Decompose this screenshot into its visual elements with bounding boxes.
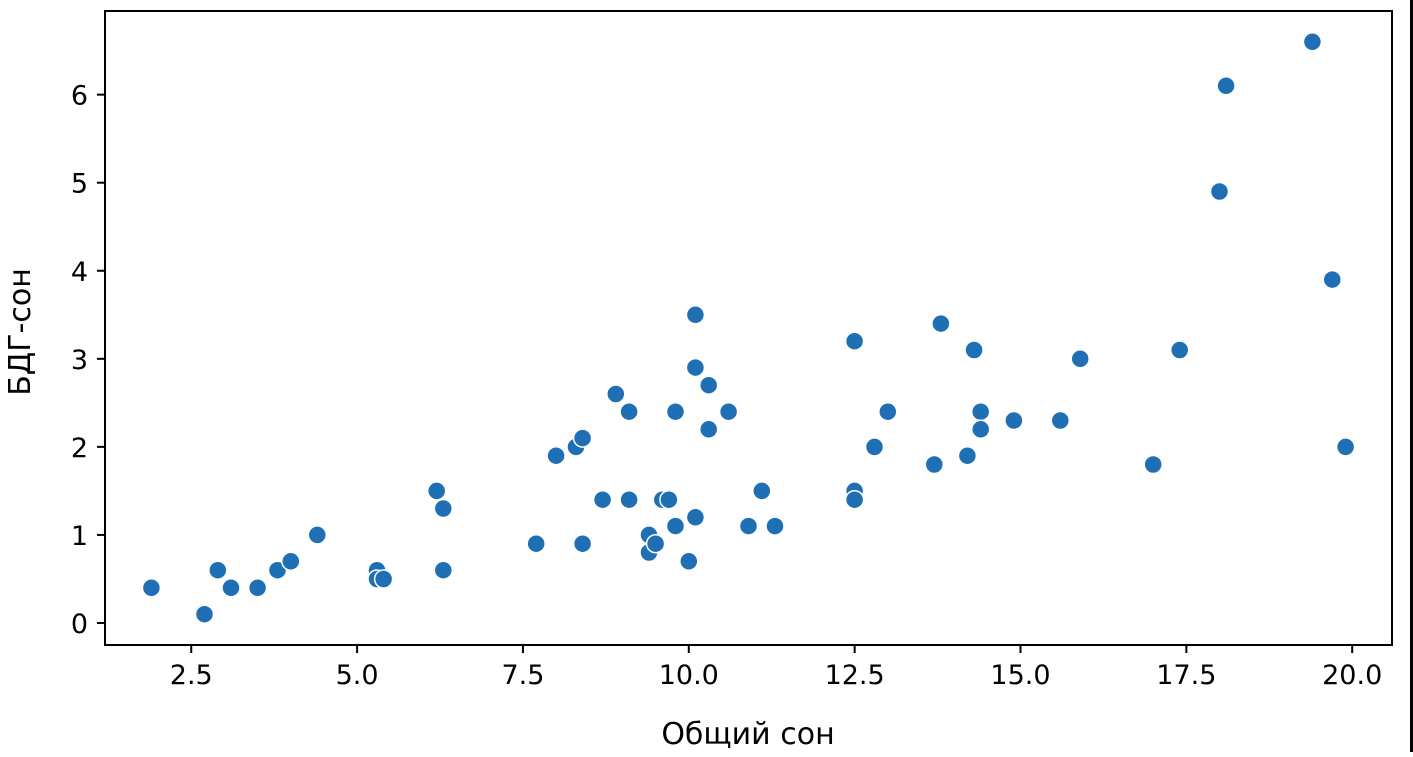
data-point: [281, 551, 301, 572]
data-point: [433, 560, 454, 580]
data-point: [844, 489, 865, 510]
x-tick-label: 17.5: [1156, 660, 1216, 691]
data-point: [572, 533, 593, 554]
data-point: [645, 533, 666, 554]
data-point: [307, 525, 328, 545]
plot-frame: [104, 10, 1393, 646]
points-layer: [141, 32, 1356, 624]
data-point: [665, 516, 686, 536]
data-point: [526, 533, 546, 554]
y-tick-label: 6: [71, 81, 88, 112]
data-point: [964, 340, 984, 360]
data-point: [141, 578, 162, 598]
data-point: [619, 489, 639, 510]
data-point: [844, 331, 865, 351]
data-point: [208, 560, 228, 580]
data-point: [957, 445, 978, 466]
data-point: [665, 401, 686, 422]
data-point: [572, 428, 593, 448]
data-point: [970, 419, 991, 440]
data-point: [698, 419, 719, 440]
data-point: [698, 375, 719, 395]
data-point: [373, 569, 394, 589]
data-point: [970, 401, 991, 422]
data-point: [1335, 437, 1356, 457]
x-tick-label: 20.0: [1322, 660, 1382, 691]
x-axis-ticks: 2.5 5.0 7.5 10.0 12.5 15.0 17.5 20.0: [170, 645, 1382, 691]
x-axis-title: Общий сон: [661, 717, 834, 752]
data-point: [221, 578, 241, 598]
data-point: [878, 401, 898, 422]
y-tick-label: 5: [71, 169, 88, 200]
x-tick-label: 15.0: [990, 660, 1050, 691]
x-tick-label: 10.0: [659, 660, 719, 691]
y-axis-title: БДГ-сон: [3, 268, 38, 396]
data-point: [592, 489, 613, 510]
data-point: [1004, 410, 1024, 431]
data-point: [718, 401, 739, 422]
data-point: [679, 551, 699, 572]
data-point: [267, 560, 288, 580]
data-point: [1322, 269, 1343, 290]
data-point: [619, 401, 639, 422]
x-tick-label: 12.5: [825, 660, 885, 691]
data-point: [659, 489, 679, 510]
data-point: [426, 481, 447, 501]
x-tick-label: 5.0: [336, 660, 379, 691]
y-tick-label: 2: [71, 433, 88, 464]
data-point: [546, 445, 566, 466]
data-point: [194, 604, 215, 624]
data-point: [685, 507, 706, 528]
data-point: [864, 437, 885, 457]
data-point: [1169, 340, 1190, 360]
y-tick-label: 4: [71, 257, 88, 288]
data-point: [247, 578, 268, 598]
data-point: [1070, 349, 1090, 369]
y-axis-ticks: 0 1 2 3 4 5 6: [71, 81, 105, 640]
data-point: [685, 305, 706, 325]
window-edge: [1410, 0, 1413, 752]
data-point: [1050, 410, 1071, 431]
data-point: [1143, 454, 1163, 475]
y-tick-label: 0: [71, 609, 88, 640]
x-tick-label: 7.5: [501, 660, 544, 691]
data-point: [752, 481, 772, 501]
data-point: [1209, 181, 1230, 202]
y-tick-label: 1: [71, 521, 88, 552]
data-point: [924, 454, 945, 475]
data-point: [1216, 76, 1236, 96]
data-point: [685, 357, 706, 378]
data-point: [1302, 32, 1323, 52]
data-point: [931, 313, 951, 334]
y-tick-label: 3: [71, 345, 88, 376]
data-point: [606, 384, 626, 404]
x-tick-label: 2.5: [170, 660, 213, 691]
data-point: [738, 516, 759, 536]
data-point: [765, 516, 785, 536]
data-point: [433, 498, 454, 519]
